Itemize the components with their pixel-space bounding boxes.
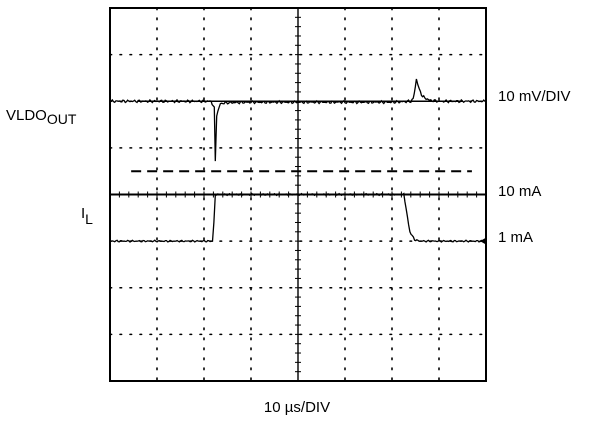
il-high-level-label: 10 mA: [498, 183, 541, 200]
vldo-scale-label: 10 mV/DIV: [498, 88, 571, 105]
series-vldo-trace: [109, 78, 487, 162]
series-il-label: IL: [81, 205, 93, 227]
x-axis-label: 10 µs/DIV: [264, 399, 330, 416]
series-il-trace: [109, 192, 486, 243]
grid: [109, 7, 487, 382]
plot-frame: [109, 7, 487, 382]
series-vldo-label: VLDOOUT: [6, 107, 77, 127]
il-low-level-label: 1 mA: [498, 229, 533, 246]
